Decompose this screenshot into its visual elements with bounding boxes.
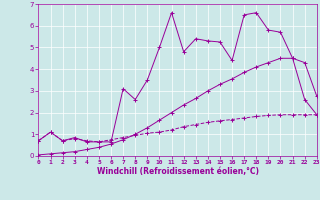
X-axis label: Windchill (Refroidissement éolien,°C): Windchill (Refroidissement éolien,°C) [97, 167, 259, 176]
